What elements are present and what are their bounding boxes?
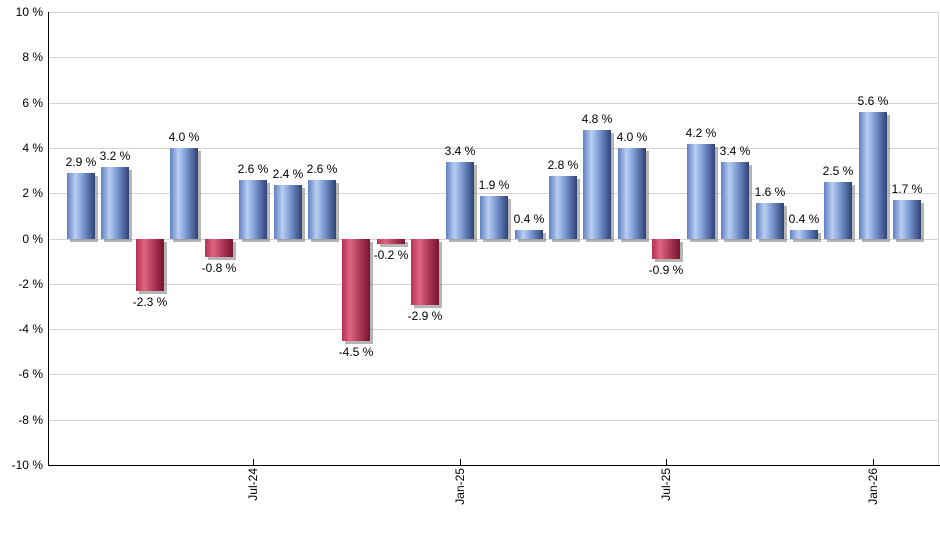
bar	[756, 203, 784, 239]
bar	[721, 162, 749, 239]
bar-value-label: -0.2 %	[373, 248, 409, 262]
bar	[170, 148, 198, 239]
y-gridline	[49, 374, 939, 375]
bar	[411, 239, 439, 305]
x-axis-tick-label: Jul-25	[659, 468, 673, 501]
bar	[239, 180, 267, 239]
bar	[687, 144, 715, 239]
bar	[790, 230, 818, 239]
bar-value-label: 3.4 %	[444, 144, 476, 158]
bar-value-label: -0.9 %	[648, 263, 684, 277]
bar-value-label: 1.9 %	[478, 178, 510, 192]
x-axis-tick-label: Jan-26	[866, 468, 880, 505]
bar	[824, 182, 852, 239]
plot-right-border	[938, 12, 939, 465]
bar-value-label: 0.4 %	[513, 212, 545, 226]
bar-value-label: 4.0 %	[616, 130, 648, 144]
x-axis-line	[48, 465, 940, 466]
bar-value-label: -2.3 %	[132, 295, 168, 309]
bar-value-label: 3.4 %	[719, 144, 751, 158]
bar	[377, 239, 405, 244]
bar-value-label: 4.0 %	[168, 130, 200, 144]
bar	[893, 200, 921, 239]
y-gridline	[49, 284, 939, 285]
bar-value-label: 3.2 %	[99, 149, 131, 163]
bar	[101, 167, 129, 239]
bar-value-label: 2.5 %	[822, 164, 854, 178]
y-axis-tick-label: 10 %	[15, 5, 43, 19]
bar	[136, 239, 164, 291]
bar-value-label: 2.9 %	[65, 155, 97, 169]
bar-value-label: 2.8 %	[547, 158, 579, 172]
y-gridline	[49, 420, 939, 421]
bar	[67, 173, 95, 239]
x-axis-tick-label: Jul-24	[246, 468, 260, 501]
y-axis-line	[48, 12, 49, 466]
bar	[274, 185, 302, 239]
bar-value-label: -2.9 %	[407, 309, 443, 323]
bar	[618, 148, 646, 239]
x-axis-tick	[873, 459, 874, 465]
bar-value-label: 4.8 %	[581, 112, 613, 126]
y-gridline	[49, 148, 939, 149]
y-axis-tick-label: 4 %	[22, 141, 43, 155]
bar-value-label: 2.4 %	[272, 167, 304, 181]
y-gridline	[49, 103, 939, 104]
bar-value-label: 4.2 %	[685, 126, 717, 140]
bar-value-label: 1.6 %	[754, 185, 786, 199]
y-gridline	[49, 329, 939, 330]
x-axis-tick	[666, 459, 667, 465]
bar	[652, 239, 680, 259]
bar	[480, 196, 508, 239]
y-axis-tick-label: 2 %	[22, 186, 43, 200]
x-axis-tick	[253, 459, 254, 465]
y-gridline	[49, 239, 939, 240]
bar-value-label: 1.7 %	[891, 182, 923, 196]
bar-value-label: 2.6 %	[237, 162, 269, 176]
x-axis-tick-label: Jan-25	[453, 468, 467, 505]
y-gridline	[49, 12, 939, 13]
y-axis-tick-label: -4 %	[18, 322, 43, 336]
x-axis-tick	[460, 459, 461, 465]
y-axis-tick-label: 8 %	[22, 50, 43, 64]
bar	[308, 180, 336, 239]
bar	[515, 230, 543, 239]
y-axis-tick-label: 6 %	[22, 96, 43, 110]
bar	[583, 130, 611, 239]
bar-value-label: -4.5 %	[338, 345, 374, 359]
bar-value-label: 2.6 %	[306, 162, 338, 176]
y-axis-tick-label: -10 %	[11, 458, 43, 472]
bar	[549, 176, 577, 239]
bar	[205, 239, 233, 257]
bar	[446, 162, 474, 239]
y-axis-tick-label: -2 %	[18, 277, 43, 291]
y-axis-tick-label: -6 %	[18, 367, 43, 381]
y-axis-tick-label: 0 %	[22, 232, 43, 246]
bar-value-label: 5.6 %	[857, 94, 889, 108]
bar-value-label: 0.4 %	[788, 212, 820, 226]
y-gridline	[49, 57, 939, 58]
bar	[342, 239, 370, 341]
bar	[859, 112, 887, 239]
y-axis-tick-label: -8 %	[18, 413, 43, 427]
bar-value-label: -0.8 %	[201, 261, 237, 275]
y-gridline	[49, 193, 939, 194]
